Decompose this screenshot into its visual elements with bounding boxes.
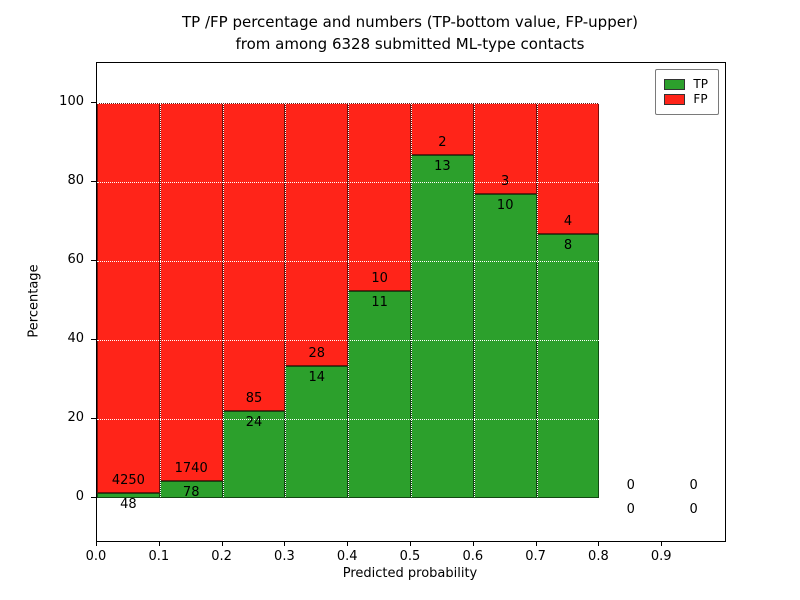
fp-count-label: 85: [245, 390, 263, 406]
y-tick-mark: [91, 180, 96, 182]
grid-line-vertical: [222, 63, 224, 541]
tp-count-label: 11: [371, 294, 388, 310]
fp-count-label: 0: [689, 477, 698, 493]
fp-count-label: 0: [626, 477, 635, 493]
y-tick-mark: [91, 101, 96, 103]
chart-title-line2: from among 6328 submitted ML-type contac…: [235, 34, 585, 53]
fp-count-label: 3: [501, 173, 510, 189]
y-tick-label: 40: [67, 330, 84, 346]
fp-count-label: 4250: [111, 473, 145, 489]
tp-count-label: 24: [245, 414, 263, 430]
grid-line-vertical: [159, 63, 161, 541]
x-tick-label: 0.1: [148, 549, 170, 564]
grid-line-vertical: [662, 63, 664, 541]
grid-line-vertical: [411, 63, 412, 541]
fp-count-label: 1740: [174, 460, 208, 476]
x-tick-mark: [284, 541, 286, 546]
y-tick-label: 100: [59, 93, 84, 109]
bar-fp: [285, 102, 349, 366]
x-tick-mark: [535, 541, 537, 546]
x-tick-mark: [158, 541, 160, 546]
x-tick-mark: [661, 541, 663, 546]
tp-count-label: 13: [434, 159, 451, 175]
y-tick-label: 20: [67, 409, 84, 425]
plot-area: TP FP 4250 48 1740 78 85 24 28 14 10 11 2 13 3 10 4 8 0 0…: [96, 62, 726, 542]
bar-tp: [348, 290, 411, 498]
x-tick-label: 0.4: [336, 549, 358, 564]
tp-count-label: 48: [120, 497, 137, 513]
bar-tp: [473, 193, 537, 498]
x-axis-label: Predicted probability: [342, 566, 478, 581]
legend-swatch-tp-icon: [664, 79, 686, 90]
tp-count-label: 10: [496, 197, 514, 213]
y-tick-mark: [91, 417, 96, 419]
tp-count-label: 0: [689, 501, 698, 517]
chart-title: TP /FP percentage and numbers (TP-bottom…: [96, 12, 724, 56]
bar-tp: [222, 410, 286, 498]
x-tick-label: 0.9: [650, 549, 672, 564]
bar-fp: [97, 102, 160, 494]
legend-entry-tp: TP: [664, 78, 708, 91]
x-tick-mark: [96, 541, 97, 546]
bar-tp: [411, 155, 474, 498]
fp-count-label: 4: [563, 214, 573, 230]
x-tick-label: 0.8: [588, 549, 609, 564]
grid-line-vertical: [348, 63, 350, 541]
x-tick-label: 0.2: [211, 549, 232, 564]
bar-tp: [97, 493, 160, 498]
fp-count-label: 2: [438, 135, 447, 151]
x-tick-mark: [410, 541, 411, 546]
x-tick-mark: [347, 541, 349, 546]
bar-tp: [536, 234, 600, 498]
y-tick-mark: [91, 496, 96, 498]
legend: TP FP: [655, 69, 719, 115]
y-axis-label: Percentage: [26, 264, 42, 338]
bar-fp: [222, 102, 286, 411]
y-tick-mark: [91, 338, 96, 340]
x-tick-label: 0.6: [462, 549, 484, 564]
y-tick-label: 60: [67, 251, 84, 267]
tp-count-label: 14: [308, 369, 326, 385]
fp-count-label: 28: [308, 345, 326, 361]
x-tick-label: 0.7: [525, 549, 546, 564]
grid-line-vertical: [473, 63, 475, 541]
y-tick-label: 0: [75, 488, 84, 504]
tp-count-label: 8: [563, 238, 573, 254]
grid-line-vertical: [536, 63, 538, 541]
legend-label-tp: TP: [693, 77, 708, 91]
chart-title-line1: TP /FP percentage and numbers (TP-bottom…: [182, 13, 638, 31]
x-tick-mark: [221, 541, 223, 546]
fp-count-label: 10: [371, 270, 388, 286]
bar-fp: [159, 102, 223, 481]
bar-fp: [411, 102, 474, 156]
bar-tp: [285, 365, 349, 498]
tp-count-label: 0: [626, 501, 635, 517]
grid-line-vertical: [285, 63, 287, 541]
legend-entry-fp: FP: [664, 93, 708, 106]
bar-fp: [348, 102, 411, 291]
y-tick-mark: [91, 259, 96, 261]
legend-label-fp: FP: [693, 92, 708, 106]
x-tick-mark: [472, 541, 474, 546]
tp-count-label: 78: [182, 484, 200, 500]
grid-line-vertical: [599, 63, 601, 541]
x-tick-label: 0.5: [399, 549, 421, 564]
x-tick-label: 0.0: [85, 549, 107, 564]
y-tick-label: 80: [67, 172, 84, 188]
legend-swatch-fp-icon: [664, 94, 686, 105]
x-tick-label: 0.3: [274, 549, 295, 564]
x-tick-mark: [598, 541, 600, 546]
